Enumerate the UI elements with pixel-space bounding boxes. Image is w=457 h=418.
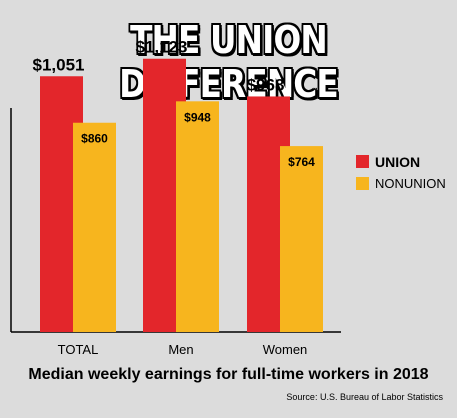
legend-swatch-nonunion — [356, 177, 369, 190]
x-tick-label-women: Women — [263, 342, 308, 357]
x-tick-label-total: TOTAL — [58, 342, 99, 357]
data-label-nonunion-women: $764 — [288, 155, 315, 169]
x-tick-label-men: Men — [168, 342, 193, 357]
source-note: Source: U.S. Bureau of Labor Statistics — [286, 392, 443, 402]
data-label-union-women: $968 — [247, 75, 285, 94]
chart-subtitle: Median weekly earnings for full-time wor… — [28, 366, 429, 383]
legend-swatch-union — [356, 155, 369, 168]
data-label-union-men: $1,123 — [136, 38, 188, 57]
legend-label-union: UNION — [375, 154, 421, 170]
data-label-union-total: $1,051 — [33, 55, 85, 74]
data-label-nonunion-men: $948 — [184, 110, 211, 124]
data-label-nonunion-total: $860 — [81, 132, 108, 146]
legend-label-nonunion: NONUNION — [375, 176, 446, 191]
bar-nonunion-total — [73, 122, 116, 332]
bar-nonunion-men — [176, 101, 219, 332]
bar-nonunion-women — [280, 146, 323, 332]
